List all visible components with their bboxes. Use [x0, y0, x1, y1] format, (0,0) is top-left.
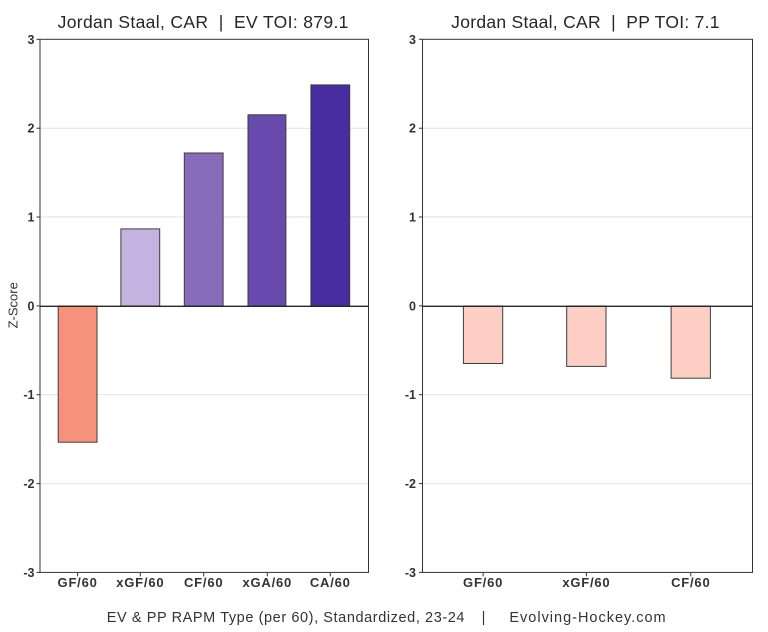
svg-text:2: 2: [409, 122, 416, 136]
svg-text:xGA/60: xGA/60: [242, 575, 292, 590]
svg-text:EV & PP RAPM Type (per 60), St: EV & PP RAPM Type (per 60), Standardized…: [107, 610, 465, 626]
svg-text:0: 0: [409, 299, 416, 313]
svg-text:3: 3: [28, 33, 35, 47]
svg-text:1: 1: [409, 211, 416, 225]
svg-text:-2: -2: [405, 477, 416, 491]
svg-text:-3: -3: [23, 566, 34, 580]
svg-text:3: 3: [409, 33, 416, 47]
svg-text:-1: -1: [23, 388, 34, 402]
svg-text:0: 0: [28, 299, 35, 313]
svg-text:-2: -2: [23, 477, 34, 491]
svg-text:2: 2: [28, 122, 35, 136]
svg-text:CF/60: CF/60: [671, 575, 710, 590]
svg-text:GF/60: GF/60: [58, 575, 98, 590]
svg-text:1: 1: [28, 211, 35, 225]
svg-text:-3: -3: [405, 566, 416, 580]
svg-text:Jordan Staal, CAR | EV TOI:: Jordan Staal, CAR | EV TOI: 879.1: [58, 12, 349, 32]
svg-text:|: |: [482, 610, 486, 626]
svg-text:Evolving-Hockey.com: Evolving-Hockey.com: [509, 610, 665, 626]
svg-text:-1: -1: [405, 388, 416, 402]
svg-text:Jordan Staal, CAR | PP TOI:: Jordan Staal, CAR | PP TOI: 7.1: [451, 12, 720, 32]
svg-text:GF/60: GF/60: [463, 575, 503, 590]
svg-text:CA/60: CA/60: [310, 575, 351, 590]
svg-text:Z-Score: Z-Score: [5, 282, 20, 328]
svg-text:xGF/60: xGF/60: [116, 575, 164, 590]
svg-text:CF/60: CF/60: [184, 575, 223, 590]
svg-text:xGF/60: xGF/60: [562, 575, 610, 590]
